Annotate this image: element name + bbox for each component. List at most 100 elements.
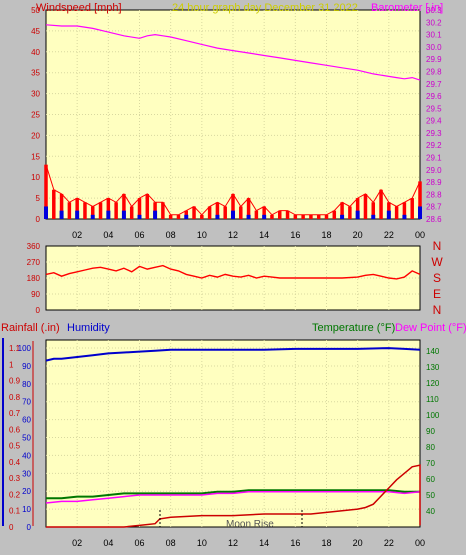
humidity-tick-label: 80 (22, 380, 31, 389)
lower-x-tick-label: 04 (103, 538, 113, 548)
wind-x-tick-label: 14 (259, 230, 269, 240)
temperature-tick-label: 40 (426, 507, 435, 516)
wind-x-tick-label: 06 (134, 230, 144, 240)
dewpoint-label: Dew Point (°F) (395, 322, 466, 334)
humidity-tick-label: 90 (22, 362, 31, 371)
wind-tick-label: 25 (31, 111, 40, 120)
baro-tick-label: 29.7 (426, 80, 442, 89)
wind-tick-label: 10 (31, 173, 40, 182)
rain-tick-label: 1 (9, 360, 14, 369)
lower-x-tick-label: 18 (321, 538, 331, 548)
humidity-tick-label: 100 (18, 344, 32, 353)
temperature-tick-label: 140 (426, 347, 440, 356)
wind-tick-label: 20 (31, 131, 40, 140)
temperature-tick-label: 70 (426, 459, 435, 468)
rainfall-line (46, 464, 421, 528)
wind-tick-label: 0 (36, 215, 41, 224)
temperature-tick-label: 50 (426, 491, 435, 500)
wind-x-tick-label: 10 (197, 230, 207, 240)
baro-tick-label: 29.6 (426, 92, 442, 101)
compass-label: W (431, 255, 443, 269)
rain-axis-bar (2, 338, 4, 526)
wind-tick-label: 45 (31, 27, 40, 36)
baro-tick-label: 29.1 (426, 154, 442, 163)
windspeed-label: Windspeed [mph] (36, 2, 122, 14)
lower-x-tick-label: 10 (197, 538, 207, 548)
compass-label: E (433, 287, 441, 301)
temperature-tick-label: 80 (426, 443, 435, 452)
baro-tick-label: 30.1 (426, 31, 442, 40)
temperature-line (46, 489, 420, 500)
lower-x-tick-label: 02 (72, 538, 82, 548)
humidity-tick-label: 50 (22, 434, 31, 443)
wind-x-tick-label: 12 (228, 230, 238, 240)
rain-tick-label: 0.8 (9, 393, 21, 402)
compass-label: S (433, 271, 441, 285)
baro-tick-label: 29.3 (426, 129, 442, 138)
temperature-label: Temperature (°F) (312, 322, 395, 334)
baro-tick-label: 28.6 (426, 215, 442, 224)
direction-tick-label: 270 (27, 258, 41, 267)
lower-x-tick-label: 14 (259, 538, 269, 548)
humidity-line (45, 347, 421, 362)
wind-tick-label: 50 (31, 6, 40, 15)
humidity-tick-label: 10 (22, 505, 31, 514)
rain-tick-label: 0.3 (9, 474, 21, 483)
baro-tick-label: 29.5 (426, 104, 442, 113)
humidity-tick-label: 20 (22, 487, 31, 496)
wind-tick-label: 30 (31, 90, 40, 99)
wind-tick-label: 40 (31, 48, 40, 57)
compass-label: N (433, 303, 442, 317)
rain-tick-label: 0.9 (9, 377, 21, 386)
rain-tick-label: 0.4 (9, 458, 21, 467)
lower-x-tick-label: 12 (228, 538, 238, 548)
rain-tick-label: 0.7 (9, 409, 21, 418)
baro-tick-label: 28.7 (426, 203, 442, 212)
temperature-tick-label: 60 (426, 475, 435, 484)
humidity-tick-label: 70 (22, 398, 31, 407)
direction-tick-label: 180 (27, 274, 41, 283)
lower-x-tick-label: 20 (353, 538, 363, 548)
baro-tick-label: 28.9 (426, 178, 442, 187)
rain-tick-label: 0.6 (9, 425, 21, 434)
baro-tick-label: 29.0 (426, 166, 442, 175)
compass-label: N (433, 239, 442, 253)
wind-x-tick-label: 18 (321, 230, 331, 240)
temperature-tick-label: 100 (426, 411, 440, 420)
graph-title: 24 hour graph day December 31 2022 (172, 2, 358, 14)
dewpoint-line (45, 491, 421, 504)
direction-tick-label: 90 (31, 290, 40, 299)
wind-tick-label: 35 (31, 69, 40, 78)
wind-speed-line (45, 164, 421, 216)
lower-x-tick-label: 00 (415, 538, 425, 548)
wind-x-tick-label: 08 (166, 230, 176, 240)
baro-tick-label: 30.2 (426, 18, 442, 27)
wind-x-tick-label: 20 (353, 230, 363, 240)
lower-x-tick-label: 22 (384, 538, 394, 548)
direction-tick-label: 360 (27, 242, 41, 251)
humidity-tick-label: 0 (27, 523, 32, 532)
rainfall-label: Rainfall (.in) (1, 322, 60, 334)
rain-tick-label: 0.5 (9, 442, 21, 451)
baro-tick-label: 29.4 (426, 117, 442, 126)
wind-x-tick-label: 16 (290, 230, 300, 240)
lower-x-tick-label: 08 (166, 538, 176, 548)
wind-x-tick-label: 02 (72, 230, 82, 240)
rain-tick-label: 1.1 (9, 344, 21, 353)
temperature-tick-label: 120 (426, 379, 440, 388)
moon-rise-label: Moon Rise (226, 519, 274, 530)
humidity-tick-label: 40 (22, 451, 31, 460)
baro-tick-label: 29.2 (426, 141, 442, 150)
baro-tick-label: 30.0 (426, 43, 442, 52)
barometer-label: Barometer [.in] (371, 2, 443, 14)
humidity-label: Humidity (67, 322, 110, 334)
baro-tick-label: 30.3 (426, 6, 442, 15)
rain-tick-label: 0 (9, 523, 14, 532)
wind-tick-label: 15 (31, 152, 40, 161)
wind-tick-label: 5 (36, 194, 41, 203)
wind-x-tick-label: 22 (384, 230, 394, 240)
rain-tick-label: 0.2 (9, 490, 21, 499)
humidity-tick-label: 60 (22, 416, 31, 425)
wind-x-tick-label: 00 (415, 230, 425, 240)
